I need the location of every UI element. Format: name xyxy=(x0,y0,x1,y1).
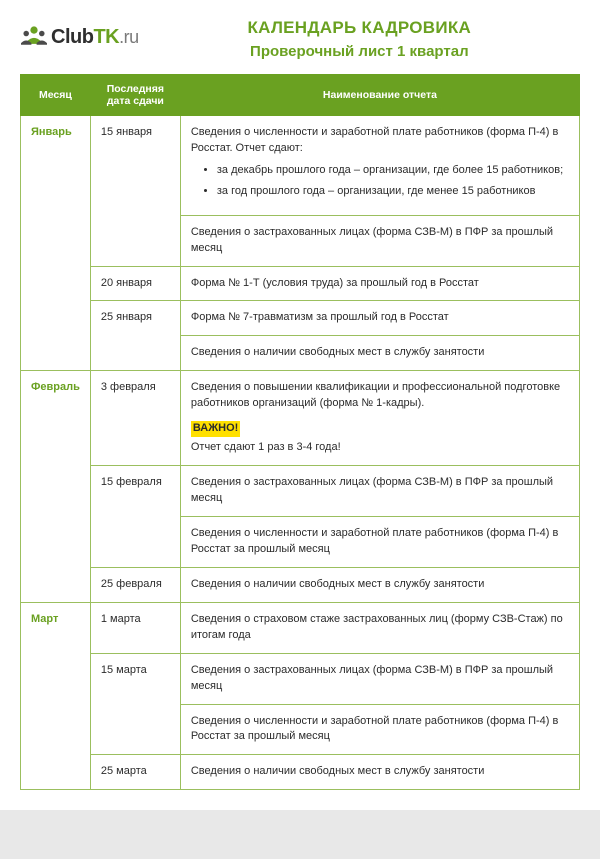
date-cell: 3 февраля xyxy=(90,371,180,466)
report-cell: Сведения о застрахованных лицах (форма С… xyxy=(180,653,579,704)
site-logo: ClubTK.ru xyxy=(20,24,139,50)
table-row: Февраль 3 февраля Сведения о повышении к… xyxy=(21,371,580,466)
report-cell: Сведения о численности и заработной плат… xyxy=(180,516,579,567)
calendar-table: Месяц Последняя дата сдачи Наименование … xyxy=(20,74,580,790)
report-cell: Сведения о наличии свободных мест в служ… xyxy=(180,755,579,790)
report-cell: Форма № 1-Т (условия труда) за прошлый г… xyxy=(180,266,579,301)
report-note: Отчет сдают 1 раз в 3-4 года! xyxy=(191,440,569,456)
list-item: за декабрь прошлого года – организации, … xyxy=(217,163,569,178)
col-report: Наименование отчета xyxy=(180,75,579,116)
table-row: Март 1 марта Сведения о страховом стаже … xyxy=(21,602,580,653)
report-cell: Сведения о страховом стаже застрахованны… xyxy=(180,602,579,653)
date-cell: 15 января xyxy=(90,116,180,267)
table-row: 20 января Форма № 1-Т (условия труда) за… xyxy=(21,266,580,301)
title-line2: Проверочный лист 1 квартал xyxy=(139,43,580,60)
date-cell: 25 января xyxy=(90,301,180,371)
logo-tk: TK xyxy=(93,26,119,48)
list-item: за год прошлого года – организации, где … xyxy=(217,184,569,199)
table-row: 25 января Форма № 7-травматизм за прошлы… xyxy=(21,301,580,336)
report-cell: Сведения о численности и заработной плат… xyxy=(180,116,579,216)
people-icon xyxy=(20,24,48,50)
report-text: Сведения о повышении квалификации и проф… xyxy=(191,380,569,412)
col-month: Месяц xyxy=(21,75,91,116)
table-row: 15 февраля Сведения о застрахованных лиц… xyxy=(21,466,580,517)
table-row: 15 марта Сведения о застрахованных лицах… xyxy=(21,653,580,704)
important-badge: ВАЖНО! xyxy=(191,421,240,437)
document-page: ClubTK.ru КАЛЕНДАРЬ КАДРОВИКА Проверочны… xyxy=(0,0,600,810)
report-cell: Сведения о застрахованных лицах (форма С… xyxy=(180,215,579,266)
report-cell: Сведения о наличии свободных мест в служ… xyxy=(180,336,579,371)
report-list: за декабрь прошлого года – организации, … xyxy=(191,163,569,200)
report-cell: Сведения о застрахованных лицах (форма С… xyxy=(180,466,579,517)
date-cell: 15 марта xyxy=(90,653,180,755)
table-row: Январь 15 января Сведения о численности … xyxy=(21,116,580,216)
date-cell: 25 февраля xyxy=(90,567,180,602)
header-row: ClubTK.ru КАЛЕНДАРЬ КАДРОВИКА Проверочны… xyxy=(20,18,580,60)
col-date: Последняя дата сдачи xyxy=(90,75,180,116)
report-cell: Сведения о наличии свободных мест в служ… xyxy=(180,567,579,602)
logo-club: Club xyxy=(51,26,93,48)
date-cell: 15 февраля xyxy=(90,466,180,568)
date-cell: 20 января xyxy=(90,266,180,301)
logo-ru: .ru xyxy=(119,27,139,47)
month-cell-mar: Март xyxy=(21,602,91,790)
title-block: КАЛЕНДАРЬ КАДРОВИКА Проверочный лист 1 к… xyxy=(139,18,580,60)
report-cell: Форма № 7-травматизм за прошлый год в Ро… xyxy=(180,301,579,336)
table-row: 25 марта Сведения о наличии свободных ме… xyxy=(21,755,580,790)
report-cell: Сведения о численности и заработной плат… xyxy=(180,704,579,755)
title-line1: КАЛЕНДАРЬ КАДРОВИКА xyxy=(139,18,580,38)
table-body: Январь 15 января Сведения о численности … xyxy=(21,116,580,790)
month-cell-jan: Январь xyxy=(21,116,91,371)
date-cell: 25 марта xyxy=(90,755,180,790)
month-cell-feb: Февраль xyxy=(21,371,91,602)
date-cell: 1 марта xyxy=(90,602,180,653)
table-row: 25 февраля Сведения о наличии свободных … xyxy=(21,567,580,602)
table-head: Месяц Последняя дата сдачи Наименование … xyxy=(21,75,580,116)
report-text: Сведения о численности и заработной плат… xyxy=(191,125,569,157)
logo-text: ClubTK.ru xyxy=(51,26,139,49)
report-cell: Сведения о повышении квалификации и проф… xyxy=(180,371,579,466)
